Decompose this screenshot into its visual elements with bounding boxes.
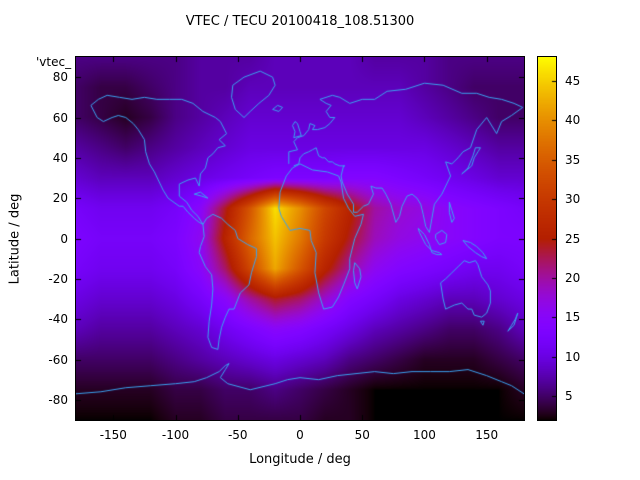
colorbar-tick-label: 35: [565, 152, 581, 167]
colorbar-tick-label: 5: [565, 389, 573, 404]
colorbar-border: [537, 56, 557, 421]
x-tick-label: 100: [412, 428, 436, 442]
y-tick-label: -40: [48, 312, 68, 327]
colorbar-tick-label: 40: [565, 113, 581, 128]
y-tick-label: -80: [48, 392, 68, 407]
y-tick-label: -20: [48, 271, 68, 286]
y-axis-label: Latitude / deg: [7, 193, 23, 285]
colorbar-tick-label: 10: [565, 349, 581, 364]
x-tick-label: -50: [227, 428, 248, 442]
x-axis-label: Longitude / deg: [249, 452, 351, 467]
x-tick-label: 0: [296, 428, 304, 442]
colorbar-tick-label: 20: [565, 270, 581, 285]
y-tick-label: 80: [52, 70, 68, 85]
heatmap-canvas: [76, 57, 524, 420]
y-tick-label: 40: [52, 150, 68, 165]
colorbar-tick-label: 45: [565, 73, 581, 88]
y-tick-label: -60: [48, 352, 68, 367]
colorbar-tick-label: 25: [565, 231, 581, 246]
x-tick-label: 50: [354, 428, 370, 442]
x-tick-label: -100: [161, 428, 190, 442]
x-tick-label: 150: [475, 428, 499, 442]
y-tick-label: 60: [52, 110, 68, 125]
colorbar-tick-label: 15: [565, 310, 581, 325]
y-tick-label: 0: [60, 231, 68, 246]
plot-title: VTEC / TECU 20100418_108.51300: [185, 14, 415, 29]
y-tick-label: 20: [52, 191, 68, 206]
plot-area-border: [75, 56, 525, 421]
colorbar-tick-label: 30: [565, 192, 581, 207]
x-tick-label: -150: [99, 428, 127, 442]
colorbar-canvas: [538, 57, 556, 420]
plot-key-label: 'vtec_: [36, 55, 72, 69]
